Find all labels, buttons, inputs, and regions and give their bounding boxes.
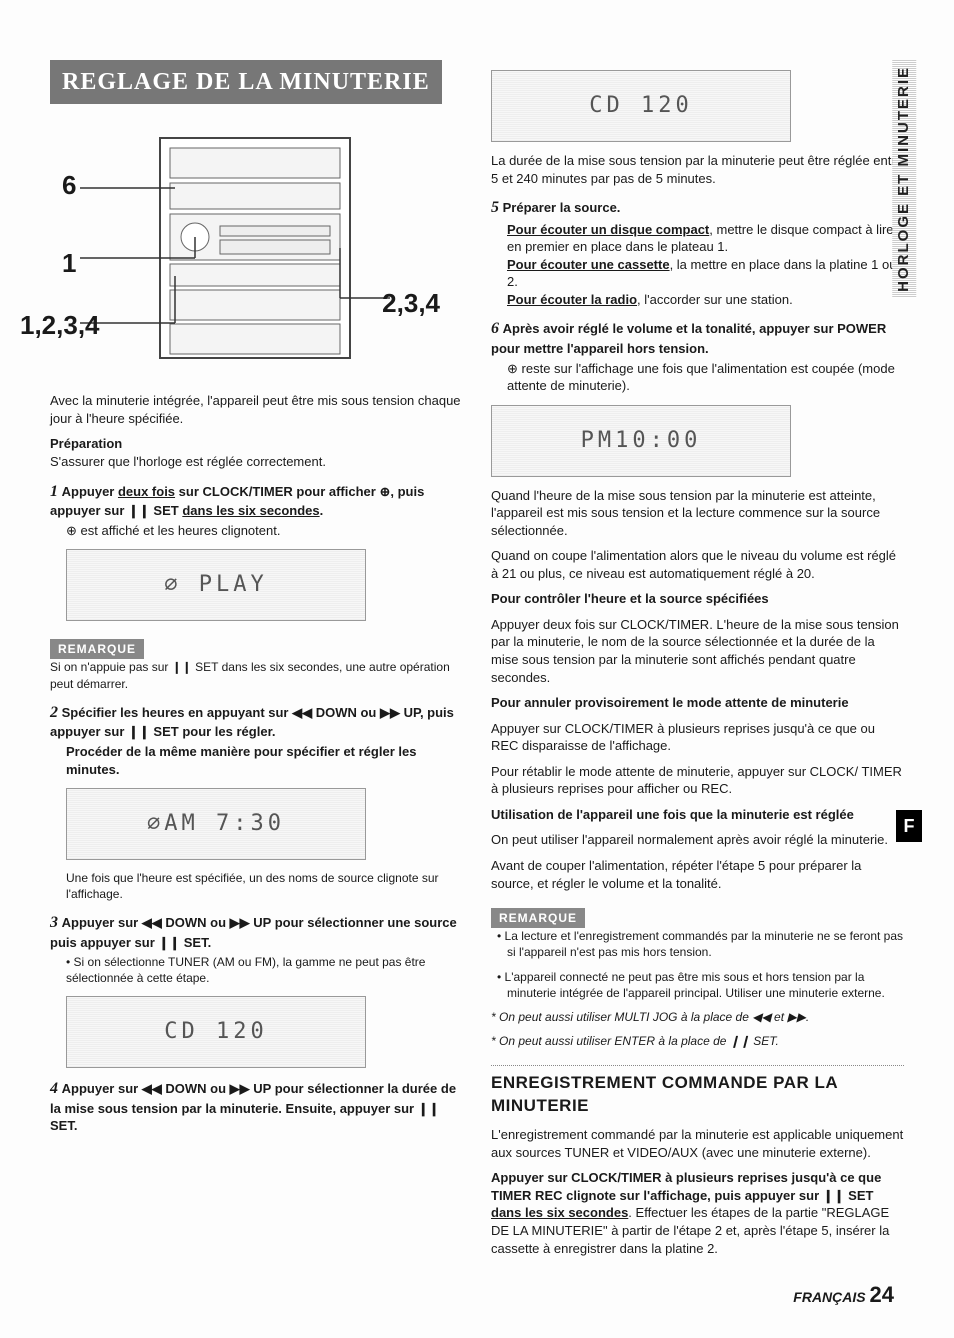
note2-bullet2: • L'appareil connecté ne peut pas être m… [507,969,904,1001]
step6-number: 6 [491,320,499,337]
rec-p2: Appuyer sur CLOCK/TIMER à plusieurs repr… [491,1169,904,1257]
page-footer: FRANÇAIS 24 [793,1280,894,1310]
step2-after: Une fois que l'heure est spécifiée, un d… [66,870,463,902]
step1-number: 1 [50,483,58,500]
note2-bullet1: • La lecture et l'enregistrement command… [507,928,904,960]
step6-para2: Quand l'heure de la mise sous tension pa… [491,487,904,540]
callout-6: 6 [62,168,76,203]
rec-p1: L'enregistrement commandé par la minuter… [491,1126,904,1161]
step5-number: 5 [491,199,499,216]
step6-para3: Quand on coupe l'alimentation alors que … [491,547,904,582]
right-column: CD 120 La durée de la mise sous tension … [491,60,904,1265]
step3-number: 3 [50,914,58,931]
footer-page: 24 [870,1282,894,1307]
use-heading: Utilisation de l'appareil une fois que l… [491,806,904,824]
cancel-body2: Pour rétablir le mode attente de minuter… [491,763,904,798]
note-label-2: REMARQUE [491,908,585,928]
callout-1: 1 [62,246,76,281]
ctrl-body: Appuyer deux fois sur CLOCK/TIMER. L'heu… [491,616,904,686]
rec-heading: ENREGISTREMENT COMMANDE PAR LA MINUTERIE [491,1072,904,1118]
display-pm: PM10:00 [491,405,791,477]
prep-heading: Préparation [50,436,122,451]
section-divider [491,1065,904,1066]
device-diagram: 6 1 1,2,3,4 2,3,4 [80,128,400,378]
top-duration-text: La durée de la mise sous tension par la … [491,152,904,187]
step6-body: ⊕ reste sur l'affichage une fois que l'a… [507,360,904,395]
footnote-star1: * On peut aussi utiliser MULTI JOG à la … [491,1009,904,1025]
step2-title: Spécifier les heures en appuyant sur ◀◀ … [50,705,454,740]
intro-text: Avec la minuterie intégrée, l'appareil p… [50,392,463,427]
use-body1: On peut utiliser l'appareil normalement … [491,831,904,849]
prep-body: S'assurer que l'horloge est réglée corre… [50,454,326,469]
callout-234: 2,3,4 [382,286,440,321]
cancel-heading: Pour annuler provisoirement le mode atte… [491,694,904,712]
step2-number: 2 [50,704,58,721]
step6-title: Après avoir réglé le volume et la tonali… [491,321,886,356]
left-column: REGLAGE DE LA MINUTERIE [50,60,463,1265]
display-cd2: CD 120 [491,70,791,142]
display-time: ⌀AM 7:30 [66,788,366,860]
display-play: ⌀ PLAY [66,549,366,621]
page-title: REGLAGE DE LA MINUTERIE [50,60,442,104]
step1-title: Appuyer deux fois sur CLOCK/TIMER pour a… [50,484,424,519]
step4-title: Appuyer sur ◀◀ DOWN ou ▶▶ UP pour sélect… [50,1081,456,1133]
step1-body: ⊕ est affiché et les heures clignotent. [66,522,463,540]
language-tab: F [896,810,922,842]
step5-title: Préparer la source. [503,200,621,215]
step3-bullet: • Si on sélectionne TUNER (AM ou FM), la… [66,954,463,986]
step2-subtitle: Procéder de la même manière pour spécifi… [66,743,463,778]
step3-title: Appuyer sur ◀◀ DOWN ou ▶▶ UP pour sélect… [50,915,457,950]
side-tab: HORLOGE ET MINUTERIE [892,60,916,298]
step4-number: 4 [50,1080,58,1097]
footnote-star2: * On peut aussi utiliser ENTER à la plac… [491,1033,904,1049]
display-cd1: CD 120 [66,996,366,1068]
cancel-body1: Appuyer sur CLOCK/TIMER à plusieurs repr… [491,720,904,755]
note-label: REMARQUE [50,639,144,659]
step5-lines: Pour écouter un disque compact, mettre l… [507,221,904,309]
ctrl-heading: Pour contrôler l'heure et la source spéc… [491,590,904,608]
callout-1234: 1,2,3,4 [20,308,100,343]
footer-lang: FRANÇAIS [793,1289,865,1305]
note1-text: Si on n'appuie pas sur ❙❙ SET dans les s… [50,659,463,691]
use-body2: Avant de couper l'alimentation, répéter … [491,857,904,892]
